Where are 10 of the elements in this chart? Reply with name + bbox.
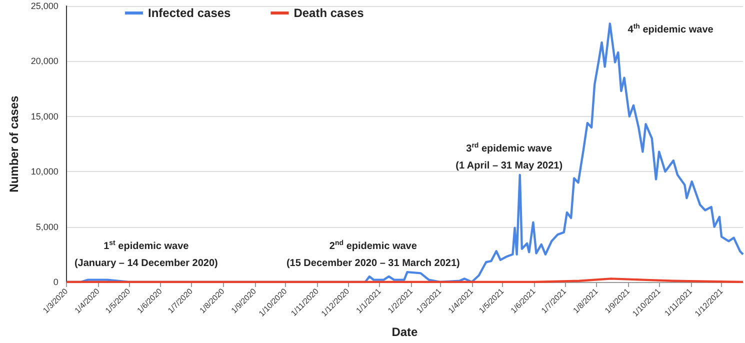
y-tick-label: 25,000 (30, 1, 58, 11)
y-tick-label: 20,000 (30, 56, 58, 66)
y-tick-label: 15,000 (30, 111, 58, 122)
legend-label: Infected cases (148, 6, 232, 20)
legend-label: Death cases (294, 6, 364, 20)
y-tick-label: 5,000 (36, 222, 58, 232)
y-axis-title: Number of cases (7, 95, 21, 192)
x-axis-title: Date (392, 325, 418, 339)
y-tick-label: 10,000 (30, 166, 58, 177)
y-tick-label: 0 (53, 277, 58, 287)
